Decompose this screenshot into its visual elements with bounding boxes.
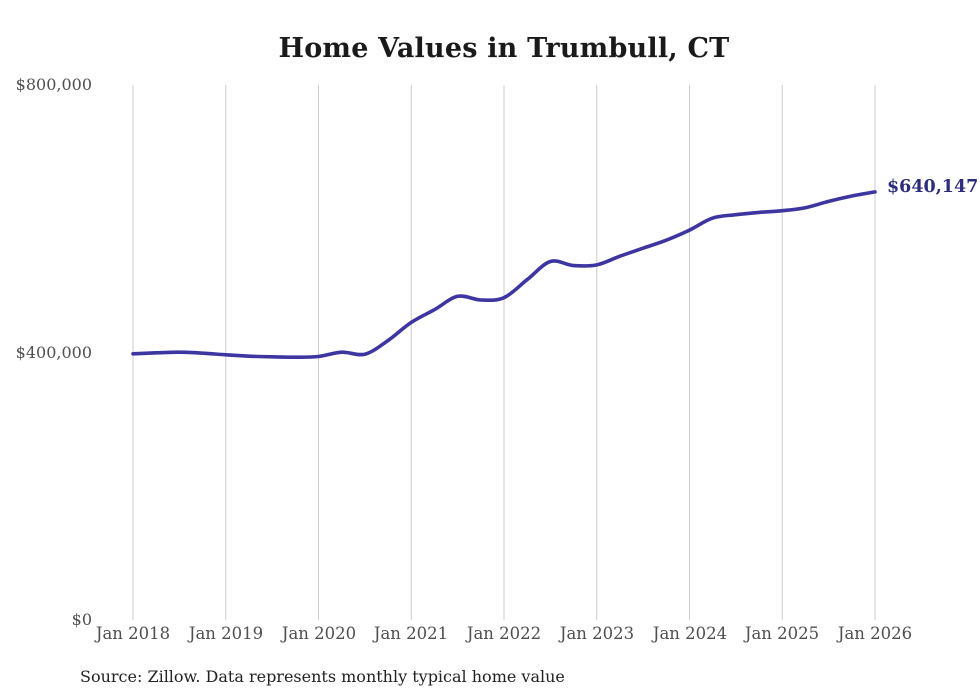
x-axis-tick-jan-2018: Jan 2018 — [95, 624, 171, 643]
y-axis-tick-800000: $800,000 — [15, 75, 92, 94]
y-axis-tick-400000: $400,000 — [15, 343, 92, 362]
home-value-line — [131, 190, 877, 359]
x-axis-tick-jan-2023: Jan 2023 — [559, 624, 635, 643]
source-note: Source: Zillow. Data represents monthly … — [80, 667, 565, 686]
x-axis-tick-jan-2020: Jan 2020 — [281, 624, 357, 643]
y-axis-tick-0: $0 — [71, 610, 92, 629]
chart-title: Home Values in Trumbull, CT — [278, 33, 730, 64]
x-axis-tick-jan-2025: Jan 2025 — [744, 624, 820, 643]
x-axis-tick-jan-2022: Jan 2022 — [466, 624, 542, 643]
x-axis-tick-jan-2024: Jan 2024 — [652, 624, 728, 643]
x-axis-tick-jan-2019: Jan 2019 — [188, 624, 264, 643]
current-value-label: $640,147 — [887, 177, 979, 197]
x-axis-tick-jan-2021: Jan 2021 — [373, 624, 449, 643]
x-axis-tick-jan-2026: Jan 2026 — [837, 624, 913, 643]
